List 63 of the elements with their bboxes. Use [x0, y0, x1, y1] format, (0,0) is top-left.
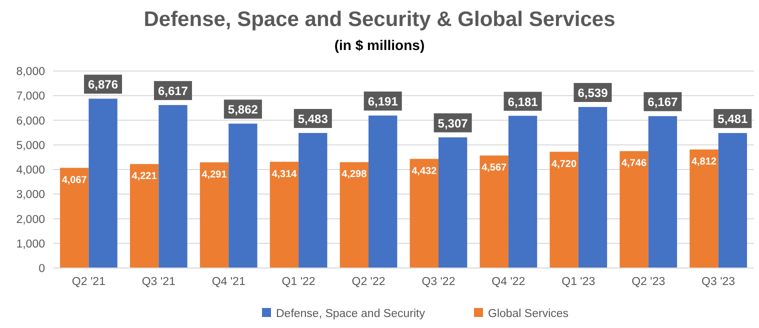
data-label: 5,481	[718, 112, 748, 126]
bar	[578, 106, 608, 268]
x-tick-label: Q1 '22	[282, 276, 316, 288]
legend-label: Global Services	[488, 308, 569, 320]
bar	[158, 105, 188, 268]
data-label: 4,720	[552, 158, 578, 170]
bar	[648, 116, 678, 268]
bar	[690, 150, 718, 268]
bar	[340, 162, 369, 268]
data-label: 6,191	[368, 94, 398, 109]
x-tick-label: Q2 '21	[72, 276, 106, 288]
data-label: 6,167	[648, 95, 678, 110]
data-label: 4,221	[132, 171, 158, 182]
x-tick-label: Q3 '21	[142, 276, 176, 288]
data-label: 5,307	[438, 116, 468, 130]
y-tick-label: 2,000	[16, 214, 45, 226]
x-tick-label: Q2 '22	[352, 276, 386, 288]
chart-title: Defense, Space and Security & Global Services	[144, 8, 616, 31]
bar	[298, 132, 328, 268]
bar	[88, 98, 118, 268]
x-tick-label: Q4 '22	[492, 276, 526, 288]
y-tick-label: 3,000	[16, 189, 45, 202]
data-label: 4,067	[62, 174, 88, 186]
y-tick-label: 4,000	[16, 164, 45, 176]
bar	[368, 116, 398, 268]
chart-subtitle: (in $ millions)	[334, 37, 425, 53]
x-tick-label: Q3 '23	[702, 276, 736, 288]
bar	[480, 156, 508, 268]
bar	[550, 152, 578, 268]
y-tick-label: 0	[38, 263, 45, 275]
data-label: 4,432	[412, 166, 438, 177]
bar	[438, 137, 468, 268]
bar	[130, 164, 159, 268]
data-label: 4,298	[342, 169, 368, 180]
data-label: 6,617	[158, 84, 188, 98]
bar	[508, 116, 538, 268]
bar	[718, 133, 748, 268]
data-label: 4,291	[202, 169, 228, 180]
bar	[410, 158, 438, 268]
bar	[620, 151, 648, 268]
x-tick-label: Q3 '22	[422, 276, 456, 288]
y-tick-label: 5,000	[16, 140, 45, 152]
legend-label: Defense, Space and Security	[276, 308, 426, 320]
x-tick-label: Q2 '23	[632, 276, 666, 288]
bar	[270, 162, 299, 268]
data-label: 5,862	[228, 102, 258, 117]
y-tick-label: 1,000	[16, 238, 45, 250]
data-label: 5,483	[298, 112, 328, 126]
data-label: 4,314	[272, 168, 298, 180]
data-label: 6,539	[578, 86, 608, 100]
bar	[200, 162, 229, 268]
bar	[60, 168, 89, 268]
x-tick-label: Q4 '21	[212, 276, 246, 288]
data-label: 6,181	[508, 94, 538, 109]
data-label: 6,876	[88, 78, 118, 92]
data-label: 4,567	[482, 162, 508, 174]
data-label: 4,746	[622, 158, 647, 170]
data-label: 4,812	[691, 156, 717, 168]
y-tick-label: 8,000	[16, 66, 45, 78]
y-tick-label: 7,000	[16, 90, 45, 103]
bar	[228, 124, 258, 268]
y-tick-label: 6,000	[16, 115, 45, 128]
x-tick-label: Q1 '23	[562, 276, 596, 288]
